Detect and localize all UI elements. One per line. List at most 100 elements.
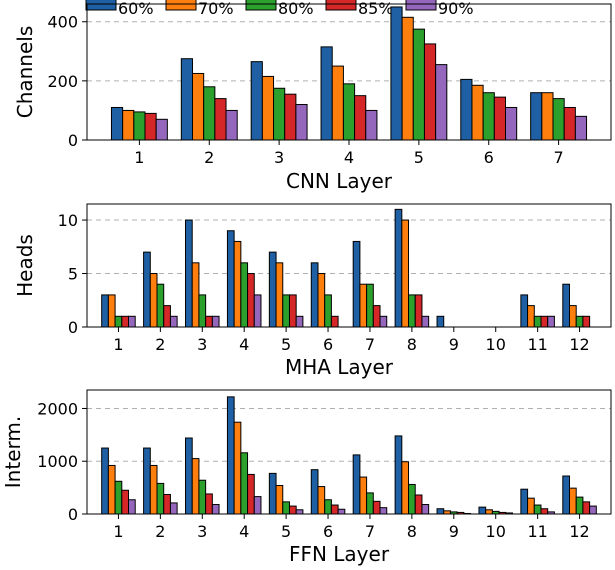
legend-swatch-80pct (245, 0, 277, 11)
legend-label: 85% (358, 0, 394, 18)
cnn-layer-chart: 1 2 3 4 5 6 7 0 200 400 CNN Layer Channels (13, 3, 612, 193)
y-tick-label: 200 (47, 72, 78, 91)
bar-ffn-5-85pct (288, 505, 297, 515)
bar-cnn-2-80pct (203, 86, 216, 141)
bar-mha-12-70pct (568, 305, 577, 328)
bar-mha-4-85pct (247, 273, 255, 328)
y-tick-label: 0 (68, 131, 78, 150)
bar-ffn-2-85pct (163, 493, 171, 515)
x-tick-label: 8 (407, 335, 417, 354)
bar-cnn-2-70pct (191, 72, 205, 141)
bar-cnn-6-85pct (493, 96, 507, 141)
x-tick-label: 1 (134, 148, 144, 167)
x-tick-label: 9 (449, 335, 459, 354)
x-tick-label: 7 (365, 335, 375, 354)
bar-mha-2-70pct (149, 273, 158, 328)
bar-mha-11-85pct (540, 315, 549, 328)
bar-cnn-3-90pct (295, 104, 308, 141)
bar-mha-11-70pct (527, 305, 535, 328)
bar-mha-2-80pct (156, 283, 165, 328)
bar-mha-6-85pct (330, 315, 339, 328)
bar-ffn-9-60pct (436, 508, 445, 515)
x-tick-label: 5 (281, 335, 291, 354)
bar-ffn-1-85pct (121, 489, 130, 515)
bar-mha-2-90pct (169, 315, 178, 328)
bar-mha-12-80pct (575, 315, 584, 328)
bar-mha-7-70pct (359, 283, 368, 328)
bar-mha-3-60pct (185, 219, 193, 328)
x-tick-label: 2 (155, 335, 165, 354)
bar-mha-5-85pct (288, 294, 297, 328)
bar-mha-4-90pct (253, 294, 262, 328)
bar-cnn-7-80pct (552, 98, 565, 141)
bar-ffn-6-85pct (330, 504, 339, 515)
bar-ffn-4-70pct (233, 421, 242, 515)
bar-mha-8-60pct (394, 208, 403, 328)
bar-cnn-3-60pct (250, 61, 263, 141)
bar-cnn-4-85pct (354, 95, 367, 141)
bar-mha-8-80pct (408, 294, 416, 328)
x-tick-label: 7 (554, 148, 564, 167)
x-axis-label: CNN Layer (286, 169, 393, 193)
bar-cnn-2-85pct (214, 98, 227, 141)
x-tick-label: 5 (281, 522, 291, 541)
x-tick-label: 3 (197, 335, 207, 354)
bar-cnn-3-80pct (273, 87, 286, 141)
bar-cnn-3-70pct (261, 75, 275, 141)
bar-ffn-11-85pct (540, 508, 549, 515)
x-tick-label: 6 (323, 522, 333, 541)
bar-ffn-1-90pct (128, 499, 136, 515)
bar-cnn-7-85pct (563, 106, 576, 141)
bar-ffn-12-70pct (568, 487, 577, 515)
bar-mha-7-60pct (352, 240, 361, 328)
bar-mha-6-70pct (317, 273, 326, 328)
bar-cnn-3-85pct (284, 93, 297, 141)
bar-cnn-1-90pct (155, 118, 168, 141)
bar-ffn-6-80pct (324, 499, 332, 515)
bar-ffn-3-80pct (198, 479, 207, 515)
x-tick-label: 4 (239, 335, 249, 354)
bar-ffn-8-85pct (414, 494, 423, 515)
x-tick-label: 4 (344, 148, 354, 167)
x-tick-label: 10 (486, 335, 506, 354)
x-tick-label: 6 (484, 148, 494, 167)
bar-mha-8-70pct (401, 219, 410, 328)
bar-mha-11-90pct (547, 315, 555, 328)
y-tick-label: 0 (68, 318, 78, 337)
x-tick-label: 3 (197, 522, 207, 541)
x-tick-label: 10 (486, 522, 506, 541)
bar-cnn-4-90pct (365, 109, 378, 141)
bar-ffn-1-80pct (114, 480, 123, 515)
bar-mha-3-90pct (211, 315, 220, 328)
bar-mha-1-70pct (107, 294, 116, 328)
x-tick-label: 2 (155, 522, 165, 541)
bar-cnn-7-70pct (541, 92, 554, 141)
x-tick-label: 11 (527, 335, 547, 354)
bar-cnn-5-90pct (435, 64, 448, 141)
bar-mha-1-90pct (128, 315, 136, 328)
bar-mha-1-80pct (114, 315, 123, 328)
bar-mha-3-70pct (191, 262, 200, 328)
bar-cnn-6-60pct (460, 78, 473, 141)
bar-mha-1-60pct (101, 294, 109, 328)
bar-cnn-4-70pct (331, 65, 344, 141)
bar-mha-4-60pct (226, 230, 235, 328)
bar-ffn-3-85pct (205, 493, 213, 515)
plot-frame (86, 389, 612, 515)
y-axis-label: Heads (13, 234, 37, 297)
legend-label: 90% (438, 0, 474, 18)
x-axis-label: FFN Layer (289, 542, 390, 566)
y-tick-label: 5 (68, 265, 78, 284)
bar-ffn-7-70pct (359, 476, 368, 515)
y-tick-label: 1000 (37, 452, 78, 471)
bar-mha-5-70pct (275, 262, 284, 328)
bar-ffn-3-90pct (211, 504, 220, 515)
bar-ffn-12-85pct (582, 501, 591, 515)
x-tick-label: 1 (113, 335, 123, 354)
bar-cnn-5-60pct (390, 6, 403, 141)
bar-ffn-1-70pct (107, 464, 116, 515)
x-tick-label: 6 (323, 335, 333, 354)
x-tick-label: 7 (365, 522, 375, 541)
bar-cnn-1-60pct (110, 106, 124, 141)
bar-ffn-2-80pct (156, 482, 165, 515)
